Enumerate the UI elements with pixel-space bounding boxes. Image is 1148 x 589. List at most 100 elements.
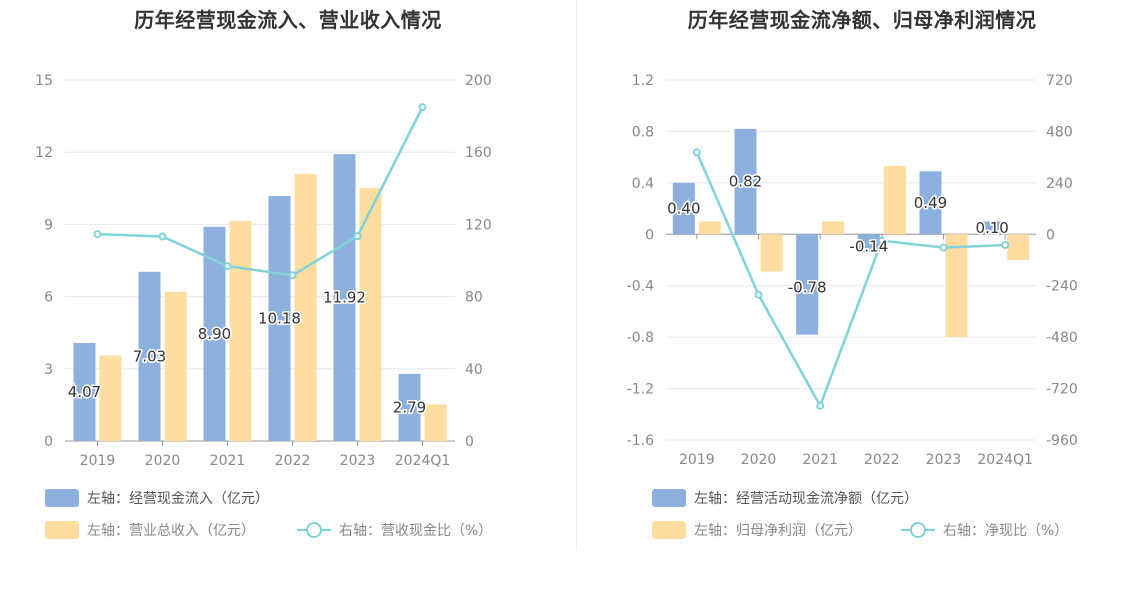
x-tick-label: 2022 bbox=[864, 452, 900, 468]
x-tick-label: 2019 bbox=[80, 453, 116, 469]
x-tick-label: 2021 bbox=[802, 452, 838, 468]
data-label: 11.92 bbox=[323, 289, 366, 307]
legend-item-revenue[interactable]: 左轴：营业总收入（亿元） bbox=[45, 520, 255, 540]
legend-item-net-cash-ratio[interactable]: 右轴：净现比（%） bbox=[901, 520, 1068, 540]
data-label: 0.82 bbox=[729, 173, 762, 191]
line-point bbox=[692, 148, 701, 157]
line-point bbox=[223, 262, 232, 271]
y-right-tick-label: 40 bbox=[465, 362, 483, 378]
chart-title-right: 历年经营现金流净额、归母净利润情况 bbox=[687, 8, 1037, 32]
data-label: 0.49 bbox=[914, 194, 947, 212]
legend-item-net-profit[interactable]: 左轴：归母净利润（亿元） bbox=[652, 520, 862, 540]
bar bbox=[294, 173, 317, 442]
y-right-tick-label: 120 bbox=[465, 217, 492, 233]
bar bbox=[857, 234, 880, 253]
data-label: 4.07 bbox=[68, 383, 101, 401]
y-left-tick-label: 9 bbox=[44, 217, 53, 233]
bar bbox=[138, 271, 161, 441]
data-label: 10.18 bbox=[258, 310, 301, 328]
bar bbox=[164, 291, 187, 441]
y-left-tick-label: 15 bbox=[35, 73, 53, 89]
x-tick-label: 2019 bbox=[679, 452, 715, 468]
bar bbox=[796, 234, 819, 335]
line-point bbox=[158, 232, 167, 241]
bar bbox=[203, 226, 226, 441]
x-tick-label: 2022 bbox=[275, 453, 311, 469]
y-right-tick-label: 200 bbox=[465, 73, 492, 89]
legend-item-cash-inflow[interactable]: 左轴：经营现金流入（亿元） bbox=[45, 488, 269, 508]
legend-item-net-cash-flow[interactable]: 左轴：经营活动现金流净额（亿元） bbox=[652, 488, 918, 508]
y-left-tick-label: -1.2 bbox=[627, 382, 654, 398]
line-point bbox=[877, 236, 886, 245]
y-right-tick-label: -480 bbox=[1046, 330, 1078, 346]
chart-svg-left: 0 3 6 9 12 15 0 40 80 120 160 200 2019 2020 2021 2022 20… bbox=[35, 73, 492, 469]
bar bbox=[73, 343, 96, 441]
y-right-tick-label: 80 bbox=[465, 290, 483, 306]
y-left-tick-label: -0.4 bbox=[627, 279, 654, 295]
legend-swatch-line bbox=[901, 521, 935, 539]
bar bbox=[883, 166, 906, 235]
bar bbox=[734, 128, 757, 235]
y-right-tick-label: 720 bbox=[1046, 73, 1073, 89]
x-tick-label: 2023 bbox=[926, 452, 962, 468]
bar bbox=[945, 234, 968, 338]
x-tick-label: 2021 bbox=[210, 453, 246, 469]
chart-svg-right: -1.6 -1.2 -0.8 -0.4 0 0.4 0.8 1.2 -960 -720 -480 -2… bbox=[627, 73, 1078, 468]
line-point bbox=[754, 290, 763, 299]
bar bbox=[268, 196, 291, 441]
bar bbox=[822, 221, 845, 235]
legend-swatch-bar-yellow bbox=[652, 521, 686, 539]
legend-label: 左轴：经营现金流入（亿元） bbox=[87, 491, 269, 507]
legend-label: 左轴：营业总收入（亿元） bbox=[87, 523, 255, 539]
y-right-tick-label: 480 bbox=[1046, 124, 1073, 140]
y-right-tick-label: 240 bbox=[1046, 176, 1073, 192]
legend-label: 左轴：经营活动现金流净额（亿元） bbox=[694, 491, 918, 507]
x-tick-label: 2020 bbox=[145, 453, 181, 469]
y-left-tick-label: 3 bbox=[44, 362, 53, 378]
y-right-tick-label: 0 bbox=[465, 434, 474, 450]
bar bbox=[398, 373, 421, 441]
data-label: -0.78 bbox=[788, 278, 827, 296]
data-label: 0.40 bbox=[667, 200, 700, 218]
y-left-tick-label: 0 bbox=[645, 227, 654, 243]
bar bbox=[672, 182, 695, 235]
line-point bbox=[288, 271, 297, 280]
y-left-tick-label: -0.8 bbox=[627, 330, 654, 346]
bar bbox=[333, 154, 356, 441]
y-left-tick-label: 0.8 bbox=[632, 124, 654, 140]
bar bbox=[359, 188, 382, 441]
line-point bbox=[353, 232, 362, 241]
line-point bbox=[1001, 241, 1010, 249]
y-left-tick-label: 0 bbox=[44, 434, 53, 450]
bar bbox=[99, 355, 122, 441]
line-point bbox=[816, 401, 825, 410]
x-tick-label: 2024Q1 bbox=[395, 453, 451, 469]
legend-item-cash-ratio[interactable]: 右轴：营收现金比（%） bbox=[297, 520, 492, 540]
y-right-tick-label: 160 bbox=[465, 145, 492, 161]
panel-divider bbox=[576, 0, 577, 550]
data-label: 7.03 bbox=[133, 347, 166, 365]
y-right-tick-label: -720 bbox=[1046, 382, 1078, 398]
y-left-tick-label: 0.4 bbox=[632, 176, 654, 192]
legend-swatch-line bbox=[297, 521, 331, 539]
chart-panel-right: 历年经营现金流净额、归母净利润情况 -1.6 -1.2 -0.8 -0.4 0 0.4 0.… bbox=[576, 0, 1148, 589]
bar bbox=[424, 404, 447, 441]
y-left-tick-label: -1.6 bbox=[627, 433, 654, 449]
data-label: -0.14 bbox=[849, 237, 888, 255]
x-tick-label: 2023 bbox=[340, 453, 376, 469]
y-right-tick-label: 0 bbox=[1046, 227, 1055, 243]
chart-title-left: 历年经营现金流入、营业收入情况 bbox=[134, 8, 442, 32]
legend-swatch-bar-blue bbox=[652, 489, 686, 507]
y-right-tick-label: -960 bbox=[1046, 433, 1078, 449]
legend-swatch-bar-blue bbox=[45, 489, 79, 507]
bar bbox=[1007, 234, 1030, 260]
y-left-tick-label: 12 bbox=[35, 145, 53, 161]
bar bbox=[981, 221, 1004, 235]
legend-swatch-bar-yellow bbox=[45, 521, 79, 539]
data-label: 2.79 bbox=[393, 398, 426, 416]
y-right-tick-label: -240 bbox=[1046, 279, 1078, 295]
line-series bbox=[97, 106, 424, 277]
legend-label: 右轴：净现比（%） bbox=[943, 523, 1069, 539]
y-left-tick-label: 6 bbox=[44, 290, 53, 306]
bar bbox=[760, 234, 783, 272]
